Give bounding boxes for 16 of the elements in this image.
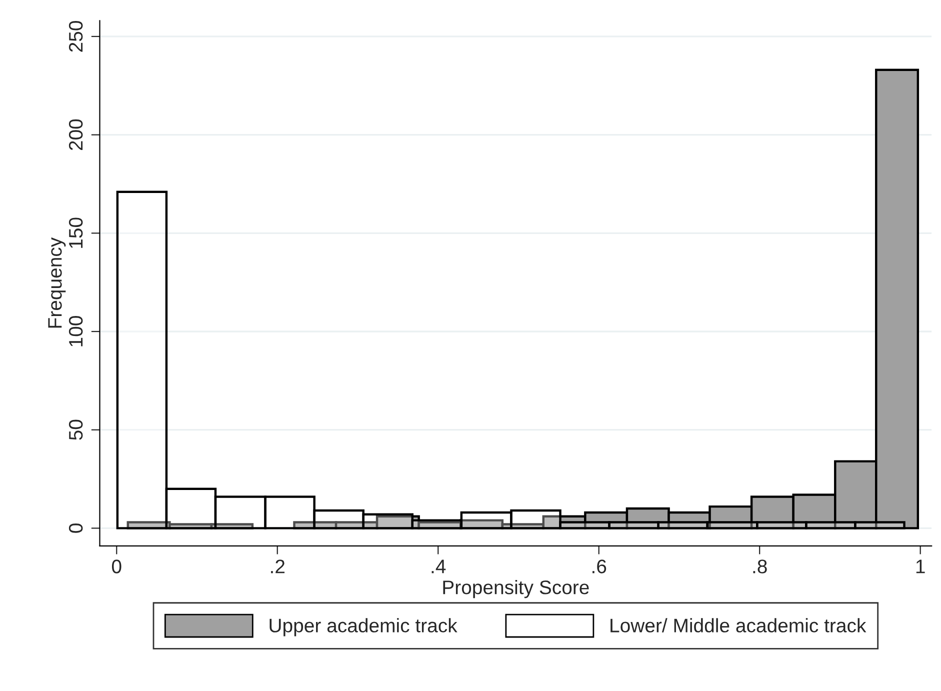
x-tick-label: 0 (112, 560, 122, 574)
y-tick-label: 150 (68, 218, 83, 248)
y-tick-label: 200 (68, 119, 83, 150)
y-tick-label: 100 (68, 316, 83, 346)
y-tick-label: 50 (68, 420, 83, 440)
legend-label: Upper academic track (270, 618, 458, 636)
x-tick-label: .4 (432, 560, 446, 574)
x-tick-label: .2 (271, 560, 284, 574)
y-tick-label: 250 (68, 21, 83, 52)
y-tick-label: 0 (68, 524, 83, 533)
x-tick-label: .6 (592, 560, 606, 574)
x-tick-label: .8 (753, 560, 767, 574)
text: Lower/ Middle academic track (610, 618, 866, 632)
x-axis-title: Propensity Score (443, 580, 589, 598)
x-tick-label: 1 (916, 560, 925, 574)
y-axis-title: Frequency (48, 237, 66, 328)
